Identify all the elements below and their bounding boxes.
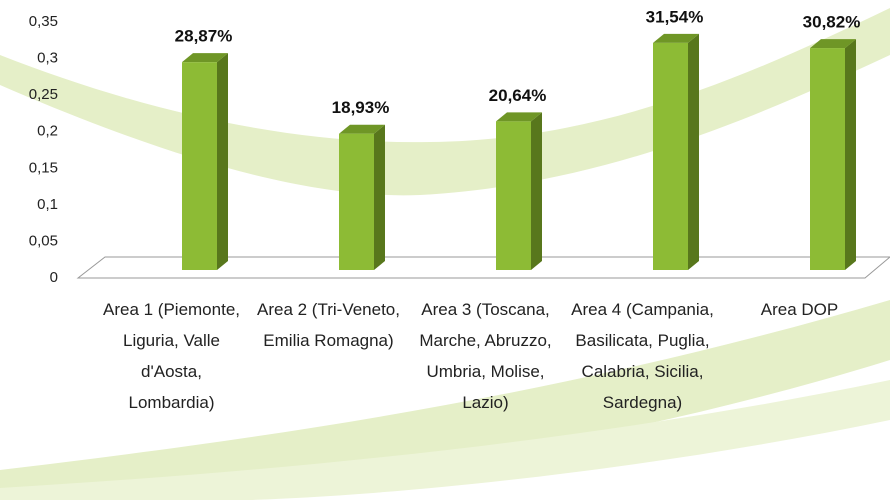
bar-front [339,134,374,270]
bar [339,125,385,270]
data-label: 30,82% [803,13,861,32]
bar-side [374,125,385,270]
x-tick-label: Area DOP [725,294,875,325]
y-tick-label: 0 [50,269,58,286]
bar-side [531,112,542,270]
bar-side [845,39,856,270]
y-tick-label: 0,35 [29,13,58,30]
bar-front [182,62,217,270]
bar-front [810,48,845,270]
background-band [0,8,890,195]
y-tick-label: 0,25 [29,86,58,103]
bar-front [496,121,531,270]
y-tick-label: 0,05 [29,232,58,249]
x-tick-label: Area 1 (Piemonte, Liguria, Valle d'Aosta… [97,294,247,418]
chart: 0 0,05 0,1 0,15 0,2 0,25 0,3 0,35 28,87% 18,93% 20… [0,0,890,500]
page: 0 0,05 0,1 0,15 0,2 0,25 0,3 0,35 28,87% 18,93% 20… [0,0,890,500]
data-label: 31,54% [646,7,704,26]
bar [182,53,228,270]
y-tick-label: 0,15 [29,159,58,176]
x-tick-label: Area 3 (Toscana, Marche, Abruzzo, Umbria… [411,294,561,418]
bar [810,39,856,270]
bar-side [688,34,699,270]
y-tick-label: 0,3 [37,50,58,67]
data-label: 28,87% [175,27,233,46]
y-tick-label: 0,2 [37,123,58,140]
y-tick-label: 0,1 [37,196,58,213]
data-label: 18,93% [332,98,390,117]
bar-front [653,43,688,270]
x-tick-label: Area 4 (Campania, Basilicata, Puglia, Ca… [568,294,718,418]
bar-side [217,53,228,270]
bar [496,112,542,270]
bar [653,34,699,270]
x-tick-label: Area 2 (Tri-Veneto, Emilia Romagna) [254,294,404,356]
data-label: 20,64% [489,86,547,105]
